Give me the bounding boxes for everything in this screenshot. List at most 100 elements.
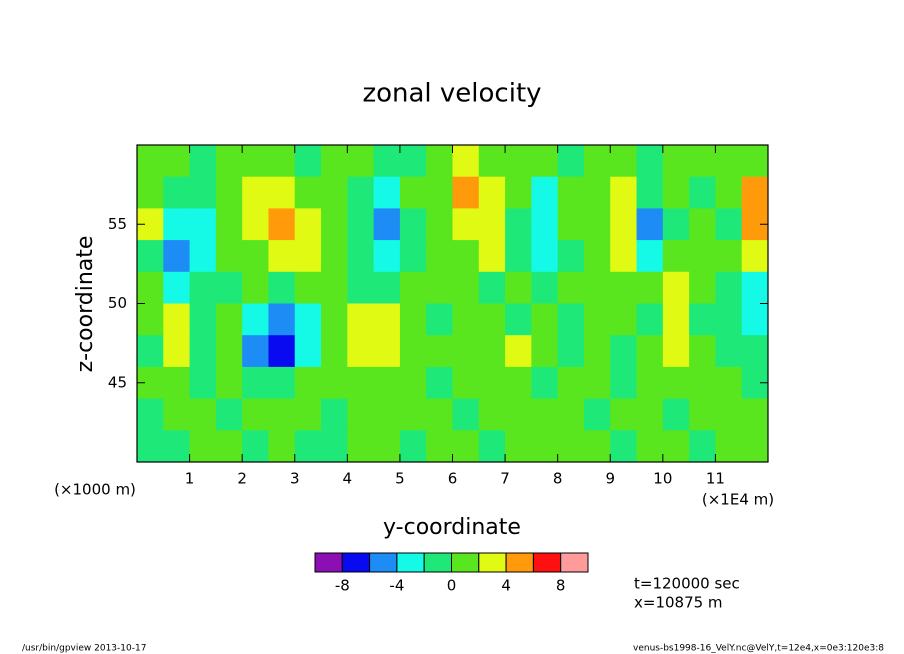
contour-cell: [373, 208, 401, 241]
contour-cell: [426, 335, 453, 368]
contour-cell: [715, 398, 743, 431]
contour-cell: [636, 176, 664, 209]
contour-cell: [662, 240, 690, 273]
contour-cell: [689, 366, 716, 400]
contour-cell: [505, 208, 532, 241]
colorbar-box: [560, 552, 589, 573]
contour-cell: [741, 176, 769, 209]
contour-cell: [715, 176, 743, 209]
contour-cell: [715, 430, 743, 463]
contour-cell: [268, 335, 296, 368]
contour-cell: [478, 430, 506, 463]
contour-cell: [294, 176, 322, 209]
contour-cell: [163, 366, 191, 400]
contour-cell: [715, 335, 743, 368]
contour-cell: [294, 208, 322, 241]
contour-cell: [321, 303, 348, 336]
contour-cell: [557, 145, 585, 178]
contour-cell: [294, 398, 322, 431]
contour-cell: [399, 335, 427, 368]
contour-cell: [610, 430, 638, 463]
contour-cell: [741, 240, 769, 273]
colorbar-box: [423, 552, 453, 573]
contour-cell: [399, 240, 427, 273]
contour-cell: [689, 271, 716, 304]
contour-cell: [347, 271, 375, 304]
contour-cell: [399, 430, 427, 463]
x-tick-label: 1: [185, 470, 195, 488]
contour-cell: [189, 335, 217, 368]
y-tick-label: 55: [108, 215, 127, 233]
contour-cell: [478, 303, 506, 336]
contour-cell: [741, 430, 769, 463]
contour-cell: [268, 240, 296, 273]
contour-cell: [715, 145, 743, 178]
x-tick-label: 10: [653, 470, 672, 488]
contour-cell: [399, 145, 427, 178]
contour-cell: [452, 240, 480, 273]
contour-cell: [347, 240, 375, 273]
contour-cell: [242, 366, 269, 400]
footer: /usr/bin/gpview 2013-10-17: [22, 644, 146, 654]
contour-cell: [636, 366, 664, 400]
contour-cell: [294, 366, 322, 400]
contour-cell: [715, 303, 743, 336]
x-unit: (×1E4 m): [702, 491, 774, 509]
contour-cell: [294, 335, 322, 368]
contour-cell: [689, 430, 716, 463]
contour-cell: [452, 271, 480, 304]
contour-cell: [242, 335, 269, 368]
contour-cell: [636, 271, 664, 304]
contour-cell: [294, 430, 322, 463]
contour-cell: [347, 430, 375, 463]
contour-cell: [531, 366, 559, 400]
contour-cell: [636, 430, 664, 463]
contour-cell: [505, 398, 532, 431]
colorbar-box: [341, 552, 371, 573]
contour-cell: [294, 271, 322, 304]
contour-cell: [373, 271, 401, 304]
contour-cell: [505, 366, 532, 400]
contour-cell: [662, 208, 690, 241]
contour-cell: [715, 240, 743, 273]
contour-cell: [741, 335, 769, 368]
contour-cell: [452, 208, 480, 241]
contour-cell: [215, 335, 243, 368]
contour-cell: [189, 271, 217, 304]
contour-cell: [163, 271, 191, 304]
contour-cell: [689, 145, 716, 178]
contour-cell: [557, 303, 585, 336]
x-tick-label: 7: [500, 470, 510, 488]
contour-cell: [478, 271, 506, 304]
contour-cell: [478, 366, 506, 400]
chart-title: zonal velocity: [362, 79, 541, 109]
contour-cell: [215, 430, 243, 463]
contour-cell: [347, 398, 375, 431]
contour-cell: [662, 145, 690, 178]
contour-cell: [189, 398, 217, 431]
contour-cell: [583, 335, 611, 368]
contour-cell: [215, 303, 243, 336]
contour-cell: [452, 366, 480, 400]
contour-cell: [242, 240, 269, 273]
contour-cell: [689, 240, 716, 273]
contour-cell: [531, 271, 559, 304]
contour-cell: [452, 145, 480, 178]
x-tick-label: 6: [448, 470, 458, 488]
contour-cell: [215, 176, 243, 209]
contour-cell: [321, 176, 348, 209]
contour-cell: [137, 271, 164, 304]
contour-cell: [426, 303, 453, 336]
colorbar-box: [532, 552, 562, 573]
contour-cell: [662, 176, 690, 209]
contour-cell: [505, 240, 532, 273]
contour-cell: [531, 176, 559, 209]
contour-cell: [557, 240, 585, 273]
contour-cell: [478, 145, 506, 178]
contour-cell: [478, 398, 506, 431]
contour-cell: [163, 208, 191, 241]
contour-cell: [268, 271, 296, 304]
contour-cell: [373, 303, 401, 336]
contour-cell: [347, 303, 375, 336]
